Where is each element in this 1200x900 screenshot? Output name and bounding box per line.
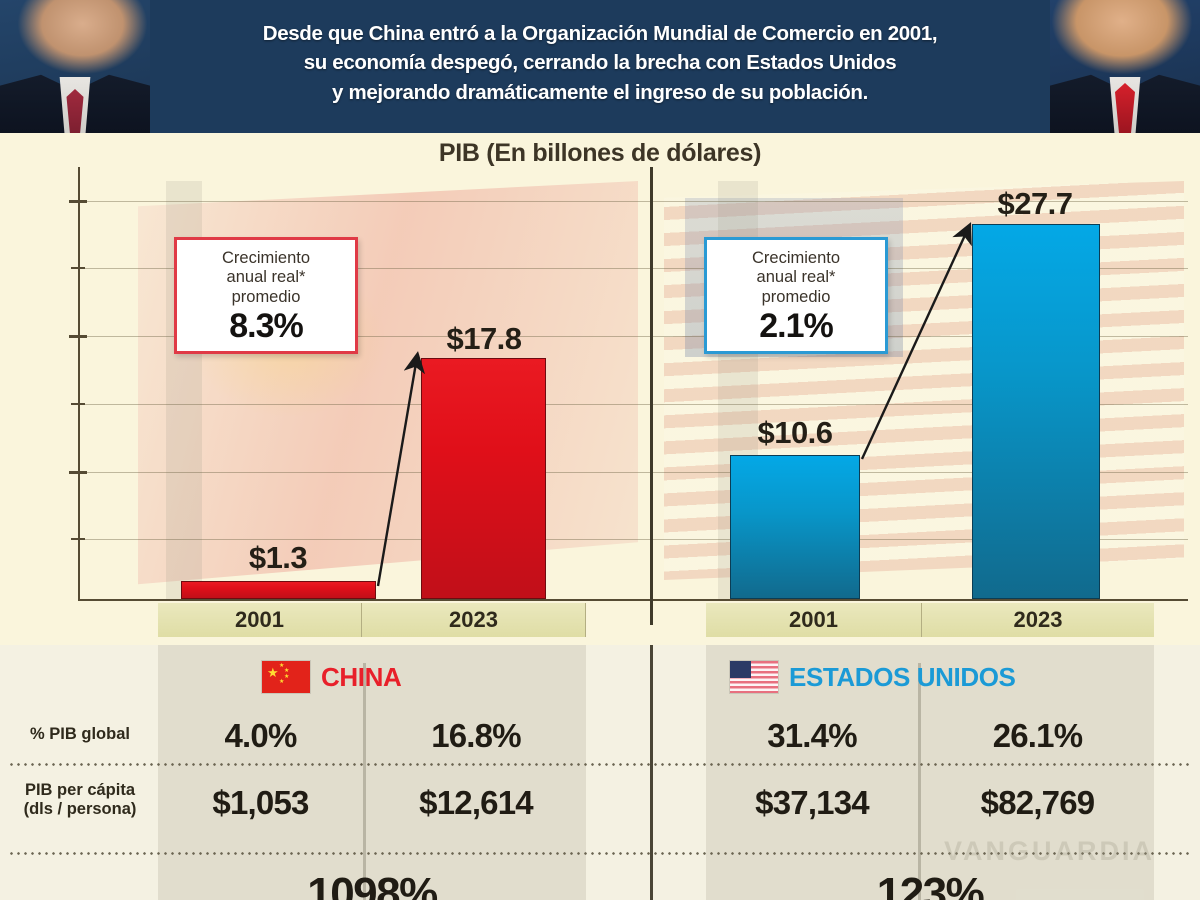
gdp-bar-chart: PIB (En billones de dólares) 30 20 10 $1…	[0, 133, 1200, 645]
cell-china-2001-percapita: $1,053	[212, 784, 309, 821]
row-label-pib-percapita: PIB per cápita (dls / persona)	[0, 781, 160, 819]
y-tick-10	[69, 471, 87, 474]
x-axis-line	[78, 599, 1188, 601]
country-header-china: ★ ★ ★ ★ ★ CHINA	[262, 661, 402, 693]
row-label-percapita-line-1: PIB per cápita	[24, 781, 136, 799]
china-year-separator	[363, 663, 366, 900]
china-flag-icon: ★ ★ ★ ★ ★	[262, 661, 310, 693]
header-banner: Desde que China entró a la Organización …	[0, 0, 1200, 133]
cell-china-2001-pib-global: 4.0%	[224, 717, 297, 754]
cell-china-2023-pib-global: 16.8%	[431, 717, 521, 754]
growth-arrow-china	[376, 351, 426, 587]
gridline-10	[78, 472, 1188, 473]
callout-china-growth: Crecimiento anual real* promedio 8.3%	[174, 237, 358, 355]
gridline-20	[78, 336, 1188, 337]
table-row-separator-1	[8, 763, 1192, 766]
bar-usa-2001	[730, 455, 860, 599]
gridline-25	[78, 268, 1188, 269]
gridline-15	[78, 404, 1188, 405]
year-label-china-2001: 2001	[158, 603, 362, 637]
bar-label-china-2001: $1.3	[248, 540, 308, 575]
callout-usa-line-1: Crecimiento	[751, 249, 841, 267]
callout-usa-line-2: anual real*	[756, 268, 836, 287]
usa-flag-icon	[730, 661, 778, 693]
cell-china-2023-percapita: $12,614	[419, 784, 533, 821]
gridline-5	[78, 539, 1188, 540]
bar-label-china-2023: $17.8	[446, 321, 522, 356]
row-label-pib-global: % PIB global	[30, 725, 130, 743]
bar-label-usa-2023: $27.7	[997, 186, 1073, 221]
country-header-usa: ESTADOS UNIDOS	[730, 661, 1016, 693]
usa-column-shade	[706, 645, 1154, 900]
year-label-china-2023: 2023	[362, 603, 586, 637]
xi-jinping-photo	[0, 0, 150, 133]
y-tick-20	[69, 335, 87, 338]
year-label-usa-2023: 2023	[922, 603, 1154, 637]
row-label-percapita-line-2: (dls / persona)	[23, 800, 137, 819]
table-row-separator-2	[8, 852, 1192, 855]
header-headline: Desde que China entró a la Organización …	[150, 0, 1050, 133]
usa-year-separator	[918, 663, 921, 900]
cell-usa-2023-pib-global: 26.1%	[992, 717, 1083, 754]
growth-arrow-usa	[860, 222, 972, 460]
callout-usa-line-3: promedio	[761, 287, 831, 306]
chart-title: PIB (En billones de dólares)	[438, 139, 762, 167]
callout-china-line-1: Crecimiento	[221, 249, 311, 267]
gridline-30	[78, 201, 1188, 202]
callout-usa-growth: Crecimiento anual real* promedio 2.1%	[704, 237, 888, 355]
y-tick-15	[71, 403, 85, 405]
cell-usa-2001-percapita: $37,134	[755, 784, 869, 821]
bar-china-2001	[181, 581, 376, 599]
callout-china-value: 8.3%	[229, 307, 304, 346]
bar-china-2023	[421, 358, 546, 599]
donald-trump-photo	[1050, 0, 1200, 133]
y-tick-5	[71, 538, 85, 540]
bar-label-usa-2001: $10.6	[757, 415, 833, 450]
table-panel-divider	[650, 645, 653, 900]
cell-usa-2001-pib-global: 31.4%	[767, 717, 857, 754]
country-name-usa: ESTADOS UNIDOS	[789, 661, 1016, 692]
panel-divider-line	[650, 167, 653, 625]
bar-usa-2023	[972, 224, 1100, 599]
chart-plot-area: 30 20 10 $1.3 $17.8 $10.6 $27.7	[69, 167, 1188, 625]
y-axis-line	[78, 167, 80, 601]
y-tick-25	[71, 267, 85, 269]
y-tick-30	[69, 200, 87, 203]
country-name-china: CHINA	[321, 661, 402, 692]
headline-line-3: y mejorando dramáticamente el ingreso de…	[332, 80, 868, 104]
cell-usa-growth-total: 123%	[876, 869, 985, 900]
cell-usa-2023-percapita: $82,769	[980, 784, 1095, 821]
headline-line-2: su economía despegó, cerrando la brecha …	[303, 51, 897, 75]
callout-china-line-3: promedio	[231, 287, 301, 306]
china-column-shade	[158, 645, 586, 900]
year-label-usa-2001: 2001	[706, 603, 922, 637]
callout-china-line-2: anual real*	[226, 268, 306, 287]
comparison-table: ★ ★ ★ ★ ★ CHINA ESTADOS UNIDOS % PIB glo…	[0, 645, 1200, 900]
cell-china-growth-total: 1098%	[307, 869, 438, 900]
headline-line-1: Desde que China entró a la Organización …	[262, 21, 938, 45]
callout-usa-value: 2.1%	[759, 307, 834, 346]
